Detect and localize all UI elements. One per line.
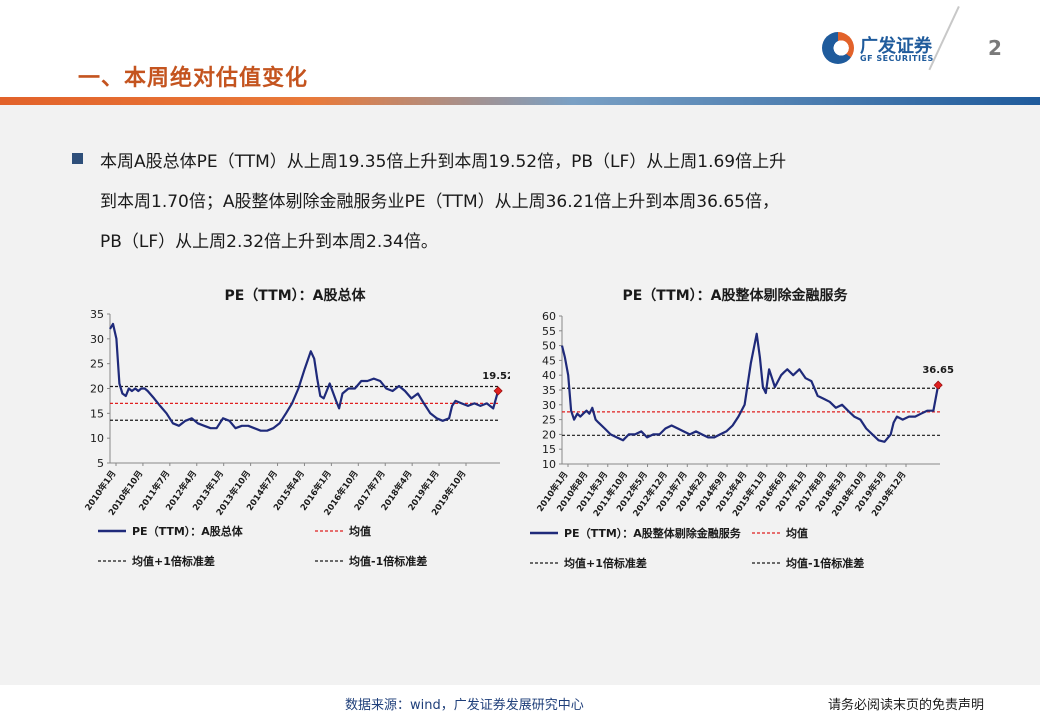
end-point-marker bbox=[493, 386, 503, 396]
summary-line-3: PB（LF）从上周2.32倍上升到本周2.34倍。 bbox=[100, 232, 438, 252]
y-tick-label: 5 bbox=[97, 457, 104, 470]
y-tick-label: 10 bbox=[542, 458, 556, 471]
legend-label: 均值-1倍标准差 bbox=[349, 554, 427, 568]
end-value-label: 36.65 bbox=[922, 365, 954, 376]
legend-label: 均值+1倍标准差 bbox=[564, 556, 647, 570]
pe-series-line bbox=[109, 322, 500, 432]
y-tick-label: 45 bbox=[542, 354, 556, 367]
y-tick-label: 15 bbox=[90, 407, 104, 420]
summary-line-2: 到本周1.70倍；A股整体剔除金融服务业PE（TTM）从上周36.21倍上升到本… bbox=[100, 192, 779, 212]
y-tick-label: 35 bbox=[90, 308, 104, 321]
pe-series-line bbox=[560, 332, 940, 443]
legend-label: 均值-1倍标准差 bbox=[786, 556, 864, 570]
chart-title: PE（TTM）：A股整体剔除金融服务 bbox=[622, 287, 848, 304]
y-tick-label: 10 bbox=[90, 432, 104, 445]
y-tick-label: 25 bbox=[90, 358, 104, 371]
legend-label: PE（TTM）：A股整体剔除金融服务 bbox=[564, 526, 742, 540]
y-tick-label: 30 bbox=[90, 333, 104, 346]
y-tick-label: 35 bbox=[542, 384, 556, 397]
end-point-marker bbox=[933, 380, 943, 390]
legend-label: PE（TTM）：A股总体 bbox=[132, 524, 244, 538]
disclaimer: 请务必阅读末页的免责声明 bbox=[828, 698, 985, 713]
chart-title: PE（TTM）：A股总体 bbox=[224, 287, 366, 304]
legend-label: 均值 bbox=[786, 526, 808, 540]
end-value-label: 19.52 bbox=[482, 371, 510, 382]
bullet-square-icon bbox=[72, 153, 83, 164]
y-tick-label: 50 bbox=[542, 340, 556, 353]
y-tick-label: 30 bbox=[542, 399, 556, 412]
data-source: 数据来源：wind，广发证券发展研究中心 bbox=[345, 698, 584, 713]
legend-label: 均值+1倍标准差 bbox=[132, 554, 215, 568]
page-number: 2 bbox=[988, 36, 1002, 60]
page-title: 一、本周绝对估值变化 bbox=[78, 66, 309, 91]
legend-label: 均值 bbox=[349, 524, 371, 538]
y-tick-label: 40 bbox=[542, 369, 556, 382]
y-tick-label: 15 bbox=[542, 443, 556, 456]
chart-pe-a-share-total: PE（TTM）：A股总体51015202530352010年1月2010年10月… bbox=[83, 287, 510, 568]
header-gradient-bar bbox=[0, 97, 1040, 105]
y-tick-label: 55 bbox=[542, 325, 556, 338]
y-tick-label: 20 bbox=[542, 428, 556, 441]
y-tick-label: 60 bbox=[542, 310, 556, 323]
y-tick-label: 25 bbox=[542, 414, 556, 427]
content-background bbox=[0, 105, 1040, 685]
y-tick-label: 20 bbox=[90, 383, 104, 396]
logo-english-name: GF SECURITIES bbox=[860, 54, 934, 63]
company-logo: 广发证券 GF SECURITIES bbox=[822, 30, 952, 70]
summary-line-1: 本周A股总体PE（TTM）从上周19.35倍上升到本周19.52倍，PB（LF）… bbox=[100, 152, 787, 172]
logo-mark-icon bbox=[822, 32, 854, 64]
logo-chinese-name: 广发证券 bbox=[860, 36, 932, 57]
summary-paragraph: 本周A股总体PE（TTM）从上周19.35倍上升到本周19.52倍，PB（LF）… bbox=[100, 142, 940, 262]
